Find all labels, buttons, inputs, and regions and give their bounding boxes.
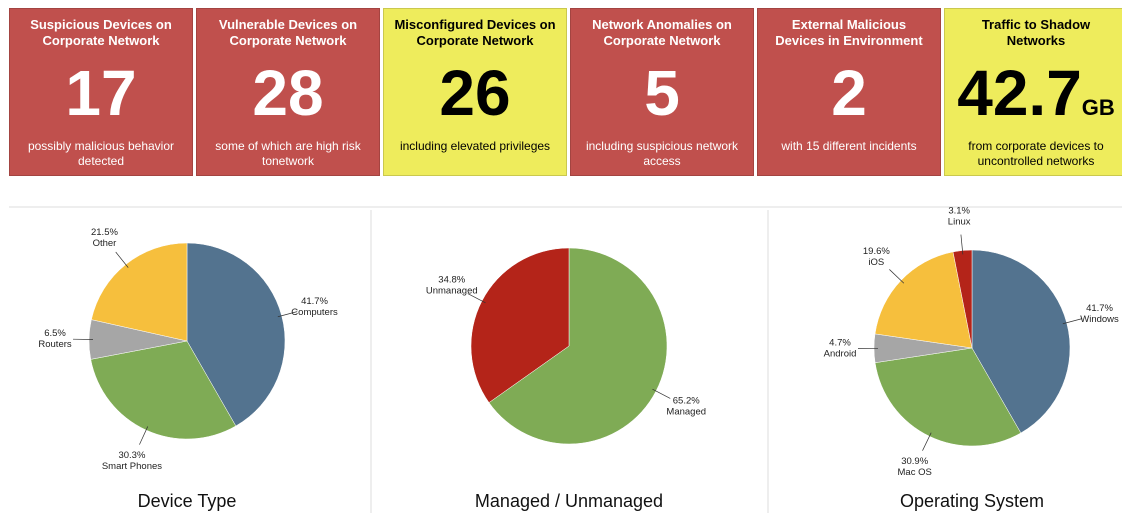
leader-line: [889, 269, 905, 284]
kpi-title-text: Suspicious Devices on Corporate Network: [30, 17, 172, 48]
slice-percent: 4.7%: [829, 337, 851, 348]
kpi-value-text: 26: [439, 57, 511, 129]
kpi-value-text: 28: [252, 57, 324, 129]
leader-line: [467, 293, 486, 304]
leader-line: [115, 251, 129, 268]
slice-percent: 30.3%: [118, 450, 145, 461]
kpi-tile: Misconfigured Devices on Corporate Netwo…: [383, 8, 567, 176]
kpi-value: 26: [394, 51, 556, 139]
kpi-value: 5: [581, 51, 743, 139]
slice-label: Unmanaged: [426, 285, 478, 296]
kpi-title-text: Vulnerable Devices on Corporate Network: [218, 17, 358, 48]
slice-percent: 6.5%: [44, 328, 66, 339]
kpi-desc: including suspicious network access: [581, 139, 743, 169]
slice-label: Android: [824, 348, 857, 359]
leader-line: [652, 388, 671, 399]
kpi-desc-text: possibly malicious behavior detected: [27, 139, 175, 168]
slice-label: Managed: [666, 407, 706, 418]
chart-title: Device Type: [138, 491, 237, 511]
kpi-desc: some of which are high risk tonetwork: [207, 139, 369, 169]
kpi-tile: External Malicious Devices in Environmen…: [757, 8, 941, 176]
kpi-value-text: 42.7: [957, 57, 1082, 129]
kpi-desc-text: including suspicious network access: [585, 139, 739, 168]
kpi-unit: GB: [1081, 95, 1115, 120]
leader-line: [277, 311, 298, 318]
kpi-tile: Suspicious Devices on Corporate Network 1…: [9, 8, 193, 176]
slice-percent: 21.5%: [91, 227, 118, 238]
kpi-desc: possibly malicious behavior detected: [20, 139, 182, 169]
slice-label: iOS: [868, 257, 884, 268]
kpi-desc-text: some of which are high risk tonetwork: [215, 139, 361, 168]
kpi-tile: Network Anomalies on Corporate Network 5 i…: [570, 8, 754, 176]
kpi-desc: from corporate devices to uncontrolled n…: [955, 139, 1117, 169]
slice-percent: 19.6%: [863, 246, 890, 257]
kpi-title: Network Anomalies on Corporate Network: [581, 17, 743, 51]
slice-percent: 34.8%: [438, 274, 465, 285]
slice-label: Routers: [38, 339, 72, 350]
slice-label: Computers: [291, 307, 338, 318]
slice-percent: 41.7%: [301, 296, 328, 307]
kpi-desc-text: with 15 different incidents: [781, 139, 917, 153]
slice-label: Smart Phones: [102, 461, 162, 472]
chart-title: Managed / Unmanaged: [475, 491, 663, 511]
kpi-value-text: 17: [65, 57, 137, 129]
kpi-desc: including elevated privileges: [394, 139, 556, 154]
leader-line: [922, 432, 932, 451]
kpi-value: 2: [768, 51, 930, 139]
kpi-title-text: Misconfigured Devices on Corporate Netwo…: [394, 17, 556, 48]
kpi-title-text: External Malicious Devices in Environmen…: [775, 17, 923, 48]
kpi-desc-text: including elevated privileges: [399, 139, 551, 153]
kpi-title: Misconfigured Devices on Corporate Netwo…: [394, 17, 556, 51]
kpi-value: 42.7GB: [955, 51, 1117, 139]
kpi-desc: with 15 different incidents: [768, 139, 930, 154]
slice-label: Other: [93, 238, 117, 249]
slice-label: Mac OS: [898, 467, 932, 478]
kpi-value: 17: [20, 51, 182, 139]
kpi-value-text: 5: [644, 57, 680, 129]
chart-title: Operating System: [900, 491, 1044, 511]
slice-percent: 65.2%: [673, 396, 700, 407]
kpi-title: External Malicious Devices in Environmen…: [768, 17, 930, 51]
kpi-tile: Traffic to Shadow Networks 42.7GB from cor…: [944, 8, 1122, 176]
slice-percent: 30.9%: [901, 456, 928, 467]
kpi-value-text: 2: [831, 57, 867, 129]
kpi-title: Suspicious Devices on Corporate Network: [20, 17, 182, 51]
leader-line: [960, 234, 964, 255]
leader-line: [139, 426, 149, 445]
slice-percent: 3.1%: [948, 206, 970, 217]
kpi-title-text: Traffic to Shadow Networks: [981, 17, 1091, 48]
kpi-value: 28: [207, 51, 369, 139]
slice-label: Windows: [1080, 314, 1119, 325]
leader-line: [1062, 318, 1083, 325]
kpi-title: Traffic to Shadow Networks: [955, 17, 1117, 51]
kpi-title: Vulnerable Devices on Corporate Network: [207, 17, 369, 51]
kpi-tile: Vulnerable Devices on Corporate Network 2…: [196, 8, 380, 176]
kpi-title-text: Network Anomalies on Corporate Network: [592, 17, 732, 48]
slice-percent: 41.7%: [1086, 303, 1113, 314]
slice-label: Linux: [948, 217, 971, 228]
kpi-desc-text: from corporate devices to uncontrolled n…: [968, 139, 1104, 168]
